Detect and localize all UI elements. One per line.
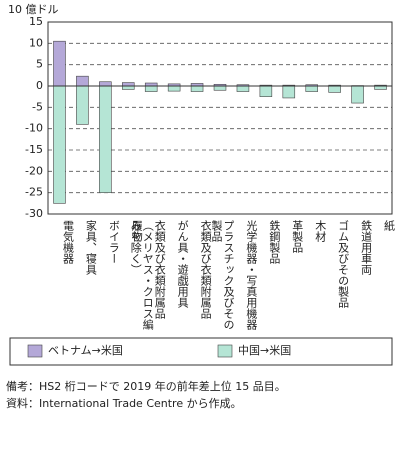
bar: [305, 85, 318, 92]
bar: [76, 85, 89, 125]
y-tick-label: 5: [36, 58, 43, 71]
bar: [144, 85, 158, 92]
y-tick-label: -30: [25, 207, 43, 220]
x-tick-label: 木材: [313, 220, 327, 242]
y-axis-label: 10 億ドル: [8, 3, 59, 16]
bar: [167, 85, 181, 92]
y-tick-label: -5: [32, 100, 43, 113]
legend-label: ベトナム→米国: [48, 344, 123, 357]
bar: [351, 85, 364, 104]
x-tick-label: がん具・遊戯用具: [176, 220, 190, 308]
y-tick-label: 15: [29, 15, 43, 28]
bar: [76, 75, 89, 87]
x-tick-label: ボイラー: [107, 220, 121, 264]
x-tick-label: 革製品: [290, 220, 304, 253]
x-tick-label: プラスチック及びその製品: [210, 220, 235, 330]
plot-frame: [47, 21, 393, 215]
bar: [282, 85, 296, 99]
bar: [53, 40, 66, 87]
bar: [259, 85, 273, 97]
y-tick-label: 0: [36, 79, 43, 92]
y-tick-label: 10: [29, 36, 43, 49]
x-tick-label: 衣類及び衣類附属品 （メリヤス・クロス編みを除く）: [129, 220, 167, 330]
bar: [99, 85, 112, 193]
note: 備考：HS2 桁コードで 2019 年の前年差上位 15 品目。: [6, 380, 286, 393]
legend-frame: [9, 337, 393, 366]
x-tick-label: 光学機器・写真用機器: [244, 220, 258, 330]
bar: [122, 82, 135, 87]
bar: [374, 85, 387, 90]
y-tick-label: -20: [25, 164, 43, 177]
y-tick-label: -15: [25, 143, 43, 156]
x-tick-label: 家具、寝具: [84, 220, 98, 275]
x-tick-label: 履物: [130, 220, 144, 242]
bar: [190, 85, 204, 92]
x-tick-label: 衣類及び衣類附属品: [199, 220, 213, 319]
bar: [328, 85, 341, 93]
x-tick-label: 電気機器: [61, 220, 75, 264]
legend-swatch: [27, 344, 43, 358]
legend-label: 中国→米国: [238, 344, 291, 357]
note: 資料：International Trade Centre から作成。: [6, 397, 242, 410]
x-tick-label: ゴム及びその製品: [336, 220, 350, 308]
bar: [53, 85, 66, 204]
bar: [213, 85, 227, 91]
y-tick-label: -10: [25, 122, 43, 135]
y-tick-label: -25: [25, 186, 43, 199]
x-tick-label: 紙: [382, 220, 396, 231]
x-tick-label: 鉄鋼製品: [267, 220, 281, 264]
bar: [122, 85, 135, 90]
bar: [99, 81, 112, 87]
x-tick-label: 鉄道用車両: [359, 220, 373, 275]
bar: [236, 85, 250, 92]
legend-swatch: [217, 344, 233, 358]
